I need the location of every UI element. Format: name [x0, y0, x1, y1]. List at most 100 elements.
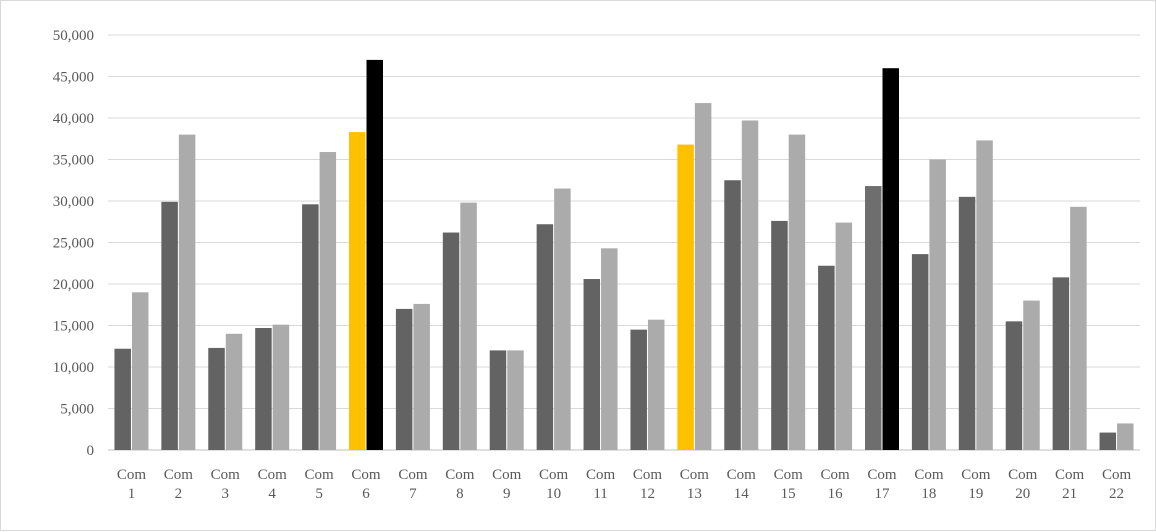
x-tick-label: Com	[1055, 467, 1085, 483]
bar-com-1-series-2	[131, 292, 149, 450]
bar-com-13-series-2	[694, 103, 712, 450]
bar-com-22-series-1	[1099, 432, 1117, 450]
bar-com-19-series-2	[976, 140, 993, 450]
x-tick-label: Com	[304, 467, 334, 483]
x-tick-label: 3	[222, 486, 230, 502]
x-tick-label: Com	[211, 467, 241, 483]
x-tick-label: Com	[351, 467, 381, 483]
x-tick-label: Com	[820, 467, 850, 483]
x-axis-tick-labels: Com 1 Com 2 Com 3 Com 4 Com 5 Com 6 Com 7 Com 8 Com 9 Com 1…	[117, 467, 1132, 502]
y-tick-label: 25,000	[53, 236, 94, 252]
x-tick-label: Com	[398, 467, 428, 483]
bar-com-21-series-2	[1070, 206, 1087, 450]
y-tick-label: 40,000	[53, 111, 94, 127]
bar-com-17-series-1	[865, 186, 882, 450]
y-tick-label: 10,000	[53, 360, 94, 376]
x-tick-label: 9	[503, 486, 511, 502]
bar-com-13-series-1	[677, 144, 694, 450]
x-tick-label: 2	[175, 486, 183, 502]
y-tick-label: 0	[87, 443, 95, 459]
y-tick-label: 20,000	[53, 277, 94, 293]
bar-com-5-series-1	[302, 204, 319, 450]
y-tick-label: 50,000	[53, 28, 94, 44]
bar-com-6-series-1	[349, 132, 366, 451]
x-tick-label: Com	[867, 467, 897, 483]
y-axis-tick-labels: 0 5,000 10,000 15,000 20,000 25,000 30,000 35,0…	[53, 28, 94, 459]
bar-com-11-series-1	[583, 279, 601, 450]
x-tick-label: 15	[781, 486, 796, 502]
x-tick-label: Com	[961, 467, 991, 483]
x-tick-label: 20	[1015, 486, 1030, 502]
bar-com-5-series-2	[319, 152, 337, 450]
bar-com-18-series-2	[929, 159, 946, 450]
bar-com-9-series-1	[489, 350, 507, 450]
x-tick-label: 14	[734, 486, 750, 502]
x-tick-label: Com	[117, 467, 147, 483]
x-tick-label: Com	[774, 467, 804, 483]
x-tick-label: Com	[492, 467, 522, 483]
x-tick-label: Com	[445, 467, 475, 483]
x-tick-label: 5	[315, 486, 323, 502]
bar-com-4-series-1	[255, 327, 272, 450]
x-tick-label: 10	[546, 486, 561, 502]
bar-com-6-series-2	[366, 59, 383, 451]
x-tick-label: 6	[362, 486, 370, 502]
bar-com-20-series-2	[1023, 300, 1040, 450]
bar-com-14-series-2	[741, 120, 759, 451]
x-tick-label: 4	[268, 486, 276, 502]
bar-com-20-series-1	[1005, 321, 1023, 450]
bar-com-14-series-1	[724, 180, 741, 450]
x-tick-label: Com	[633, 467, 663, 483]
x-tick-label: 13	[687, 486, 702, 502]
bar-com-10-series-1	[536, 224, 554, 450]
bar-com-1-series-1	[114, 348, 131, 450]
x-tick-label: 21	[1062, 486, 1077, 502]
bar-com-2-series-1	[161, 201, 178, 450]
x-tick-label: Com	[1102, 467, 1132, 483]
bar-com-19-series-1	[958, 196, 976, 450]
bar-com-11-series-2	[601, 248, 618, 450]
bar-com-8-series-1	[442, 232, 460, 450]
x-tick-label: Com	[586, 467, 616, 483]
x-tick-label: Com	[539, 467, 569, 483]
y-tick-label: 35,000	[53, 153, 94, 169]
x-tick-label: 22	[1109, 486, 1124, 502]
x-tick-label: 18	[921, 486, 936, 502]
x-tick-label: Com	[258, 467, 288, 483]
y-tick-label: 45,000	[53, 70, 94, 86]
x-tick-label: 11	[593, 486, 607, 502]
y-tick-label: 30,000	[53, 194, 94, 210]
bar-com-9-series-2	[507, 350, 524, 450]
bar-com-22-series-2	[1117, 423, 1134, 450]
bar-com-16-series-2	[835, 222, 853, 450]
bar-com-7-series-2	[413, 303, 430, 450]
x-tick-label: 12	[640, 486, 655, 502]
x-tick-label: 19	[968, 486, 983, 502]
bar-com-4-series-2	[272, 324, 290, 450]
bar-com-12-series-1	[630, 329, 647, 450]
bar-com-10-series-2	[554, 188, 571, 451]
x-tick-label: 8	[456, 486, 464, 502]
bar-com-18-series-1	[911, 254, 929, 450]
bar-com-17-series-2	[882, 68, 899, 450]
bar-com-2-series-2	[178, 134, 196, 450]
bar-com-8-series-2	[460, 202, 477, 450]
x-tick-label: 7	[409, 486, 417, 502]
x-tick-label: 1	[128, 486, 136, 502]
bar-com-16-series-1	[818, 265, 835, 450]
bar-com-21-series-1	[1052, 277, 1070, 450]
bar-com-15-series-1	[771, 220, 788, 450]
x-tick-label: Com	[914, 467, 944, 483]
x-tick-label: Com	[680, 467, 710, 483]
bars	[114, 59, 1134, 451]
bar-com-3-series-2	[225, 333, 243, 450]
y-tick-label: 5,000	[60, 402, 94, 418]
x-tick-label: Com	[727, 467, 757, 483]
x-tick-label: Com	[1008, 467, 1038, 483]
x-tick-label: Com	[164, 467, 194, 483]
x-tick-label: 17	[875, 486, 891, 502]
bar-com-15-series-2	[788, 134, 806, 450]
bar-com-12-series-2	[647, 319, 665, 450]
